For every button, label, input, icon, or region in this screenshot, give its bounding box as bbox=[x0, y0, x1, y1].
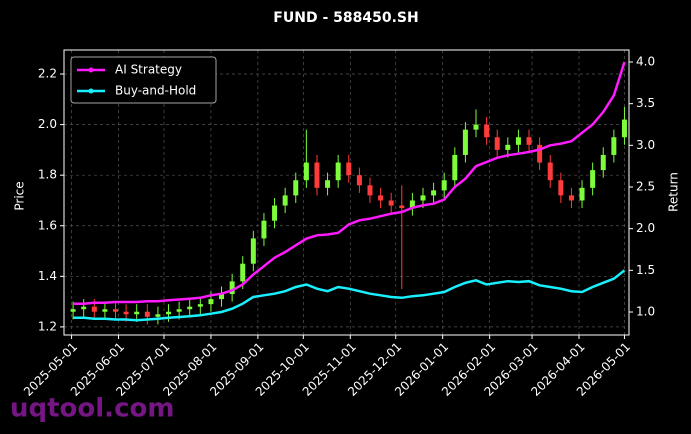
y-tick-label: 1.2 bbox=[38, 319, 57, 333]
candle-body bbox=[293, 180, 299, 196]
y2-tick-label: 3.0 bbox=[636, 138, 655, 152]
candle-body bbox=[621, 119, 627, 138]
candle-body bbox=[409, 200, 415, 209]
candle-body bbox=[568, 195, 574, 201]
candle-body bbox=[335, 162, 341, 181]
y-tick-label: 1.4 bbox=[38, 269, 57, 283]
candle-body bbox=[240, 263, 246, 282]
candle-body bbox=[155, 314, 161, 317]
series-line bbox=[73, 269, 626, 322]
candle-body bbox=[113, 309, 119, 312]
candle-body bbox=[176, 309, 182, 312]
candle-body bbox=[123, 311, 129, 315]
y2-tick-label: 1.5 bbox=[636, 263, 655, 277]
chart-title: FUND - 588450.SH bbox=[273, 10, 418, 26]
candle-body bbox=[526, 137, 532, 145]
candle-body bbox=[356, 175, 362, 186]
candle-body bbox=[473, 124, 479, 130]
candle-body bbox=[187, 306, 193, 310]
watermark: uqtool.com bbox=[10, 394, 174, 424]
y-tick-label: 1.6 bbox=[38, 218, 57, 232]
candle-body bbox=[250, 238, 256, 264]
series-line bbox=[73, 61, 626, 305]
y-tick-label: 1.8 bbox=[38, 168, 57, 182]
legend-marker bbox=[88, 88, 94, 94]
candle-body bbox=[272, 205, 278, 221]
candle-body bbox=[314, 162, 320, 188]
candle-body bbox=[590, 170, 596, 188]
plot-frame bbox=[63, 49, 630, 336]
candle-body bbox=[505, 144, 511, 150]
candle-body bbox=[494, 137, 500, 150]
candle-body bbox=[325, 180, 331, 188]
y2-tick-label: 2.5 bbox=[636, 180, 655, 194]
candle-body bbox=[102, 309, 108, 312]
candle-body bbox=[420, 195, 426, 201]
candle-body bbox=[282, 195, 288, 206]
y-tick-label: 2.0 bbox=[38, 117, 57, 131]
candle-body bbox=[81, 306, 87, 310]
legend-marker bbox=[88, 67, 94, 73]
y-tick-label: 2.2 bbox=[38, 67, 57, 81]
y2-tick-label: 2.0 bbox=[636, 221, 655, 235]
candle-body bbox=[208, 299, 214, 305]
candle-body bbox=[547, 162, 553, 181]
candle-body bbox=[537, 144, 543, 163]
candle-body bbox=[431, 190, 437, 196]
candle-body bbox=[462, 129, 468, 155]
y2-tick-label: 4.0 bbox=[636, 55, 655, 69]
candle-body bbox=[378, 195, 384, 201]
candle-body bbox=[144, 311, 150, 317]
candle-body bbox=[346, 162, 352, 176]
legend: AI Strategy Buy-and-Hold bbox=[70, 56, 217, 104]
y-axis-label: Price bbox=[13, 181, 27, 210]
candle-body bbox=[611, 137, 617, 155]
candle-body bbox=[558, 180, 564, 196]
candle-body bbox=[579, 187, 585, 201]
candle-body bbox=[134, 311, 140, 315]
candle-body bbox=[91, 306, 97, 312]
candle-body bbox=[515, 137, 521, 145]
candle-body bbox=[399, 205, 405, 209]
candle-body bbox=[166, 311, 172, 315]
candle-body bbox=[197, 304, 203, 307]
candle-body bbox=[70, 309, 76, 312]
candle-body bbox=[600, 154, 606, 171]
candle-body bbox=[219, 294, 225, 300]
y2-axis-label: Return bbox=[667, 172, 681, 212]
y2-tick-label: 3.5 bbox=[636, 96, 655, 110]
candle-body bbox=[441, 180, 447, 191]
candle-body bbox=[229, 281, 235, 295]
legend-box bbox=[70, 56, 217, 104]
candle-body bbox=[303, 162, 309, 181]
candle-body bbox=[261, 220, 267, 239]
candle-body bbox=[484, 124, 490, 138]
y2-tick-label: 1.0 bbox=[636, 305, 655, 319]
candle-body bbox=[452, 154, 458, 181]
legend-label: Buy-and-Hold bbox=[115, 84, 196, 98]
candle-body bbox=[367, 185, 373, 196]
candle-body bbox=[388, 200, 394, 206]
legend-label: AI Strategy bbox=[115, 63, 182, 77]
